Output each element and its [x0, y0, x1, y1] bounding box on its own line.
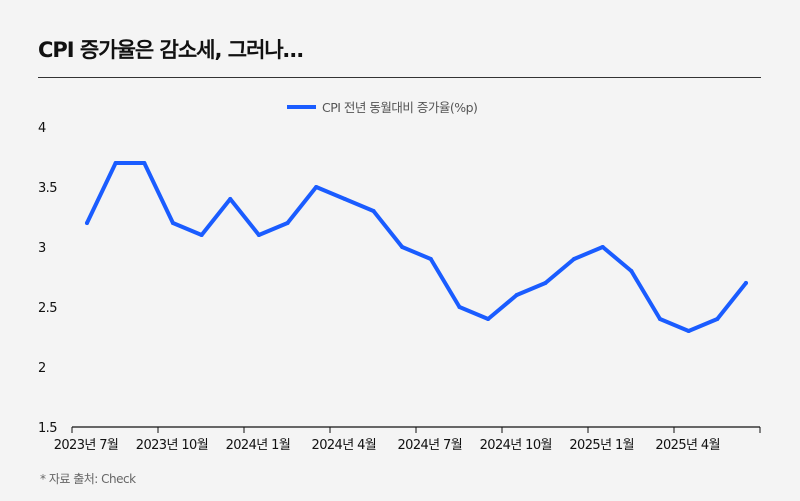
data-point — [428, 257, 433, 261]
y-tick-label: 3 — [38, 241, 46, 256]
x-tick-label: 2024년 10월 — [480, 438, 552, 453]
x-tick-label: 2023년 7월 — [54, 438, 119, 453]
data-point — [170, 221, 175, 225]
y-tick-label: 4 — [38, 121, 46, 136]
x-tick-label: 2024년 4월 — [312, 438, 377, 453]
data-point — [743, 281, 748, 285]
y-tick-label: 1.5 — [38, 421, 57, 436]
cpi-series-line — [85, 161, 748, 333]
x-tick-label: 2023년 10월 — [136, 438, 208, 453]
data-point — [543, 281, 548, 285]
data-point — [600, 245, 605, 249]
data-point — [85, 221, 89, 225]
data-point — [142, 161, 147, 165]
x-tick-label: 2024년 7월 — [397, 438, 462, 453]
data-point — [371, 209, 376, 213]
x-tick-label: 2024년 1월 — [226, 438, 291, 453]
data-point — [113, 161, 118, 165]
data-point — [457, 305, 462, 309]
data-point — [686, 329, 691, 333]
data-point — [400, 245, 405, 249]
data-point — [486, 317, 491, 321]
y-tick-label: 3.5 — [38, 181, 57, 196]
source-note: * 자료 출처: Check — [40, 472, 136, 486]
data-point — [199, 233, 204, 237]
data-point — [715, 317, 720, 321]
y-tick-label: 2.5 — [38, 301, 57, 316]
y-tick-label: 2 — [38, 361, 46, 376]
x-tick-label: 2025년 4월 — [655, 438, 720, 453]
data-point — [342, 197, 347, 201]
data-point — [314, 185, 319, 189]
data-point — [228, 197, 233, 201]
data-point — [572, 257, 577, 261]
data-point — [658, 317, 662, 321]
data-point — [285, 221, 290, 225]
data-point — [629, 269, 634, 273]
data-point — [514, 293, 519, 297]
title-divider — [38, 77, 761, 78]
chart-title: CPI 증가율은 감소세, 그러나… — [38, 38, 304, 62]
data-point — [256, 233, 261, 237]
legend-label: CPI 전년 동월대비 증가율(%p) — [322, 100, 477, 115]
x-tick-label: 2025년 1월 — [569, 438, 634, 453]
